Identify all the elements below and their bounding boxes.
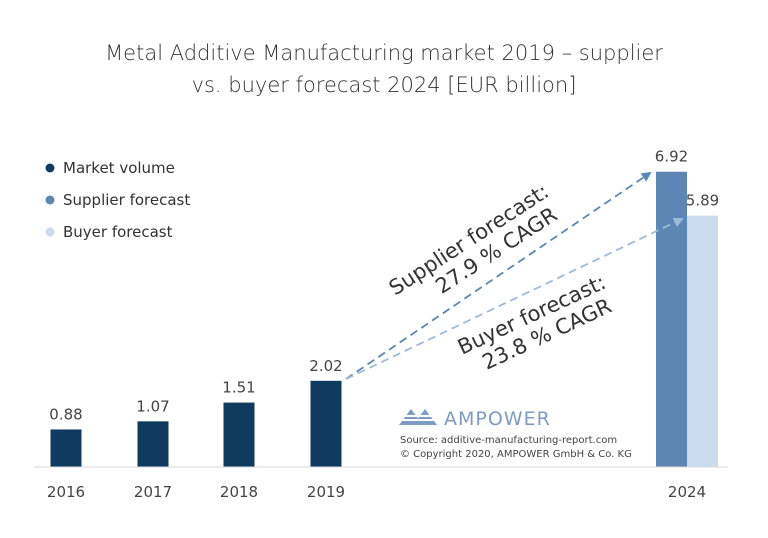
legend-swatch-buyer-forecast (45, 227, 55, 237)
bar-market-volume-2017 (137, 421, 169, 467)
legend-label-supplier-forecast: Supplier forecast (63, 191, 190, 209)
legend-label-market-volume: Market volume (63, 159, 175, 177)
value-label-supplier-forecast-2024: 6.92 (655, 148, 688, 166)
x-tick-label-2019: 2019 (307, 483, 345, 501)
legend-swatch-market-volume (45, 163, 55, 173)
bar-market-volume-2018 (223, 402, 255, 467)
brand-name: AMPOWER (444, 408, 551, 430)
value-labels-group: 0.88 1.07 1.51 2.02 6.92 5.89 (49, 148, 719, 424)
bar-market-volume-2016 (50, 429, 82, 467)
buyer-annotation: Buyer forecast: 23.8 % CAGR (454, 270, 615, 375)
bar-buyer-forecast-2024 (687, 215, 718, 467)
bars-group (50, 171, 718, 467)
ampower-logo-icon (399, 409, 437, 425)
x-tick-label-2024: 2024 (668, 483, 706, 501)
x-tick-label-2017: 2017 (134, 483, 172, 501)
value-label-market-volume-2019: 2.02 (309, 357, 342, 375)
legend-swatch-supplier-forecast (45, 195, 55, 205)
chart-title-line-2: vs. buyer forecast 2024 [EUR billion] (192, 73, 577, 97)
x-tick-label-2018: 2018 (220, 483, 258, 501)
bar-supplier-forecast-2024 (656, 171, 687, 467)
x-tick-labels-group: 2016 2017 2018 2019 2024 (47, 483, 706, 501)
x-tick-label-2016: 2016 (47, 483, 85, 501)
legend: Market volume Supplier forecast Buyer fo… (45, 159, 190, 241)
source-text: Source: additive-manufacturing-report.co… (400, 435, 617, 446)
copyright-text: © Copyright 2020, AMPOWER GmbH & Co. KG (400, 449, 632, 460)
buyer-forecast-arrow (345, 217, 684, 380)
supplier-forecast-arrow (345, 171, 652, 380)
legend-label-buyer-forecast: Buyer forecast (63, 223, 173, 241)
value-label-market-volume-2016: 0.88 (49, 405, 82, 423)
chart-title-line-1: Metal Additive Manufacturing market 2019… (105, 41, 663, 65)
bar-market-volume-2019 (310, 380, 342, 467)
value-label-market-volume-2018: 1.51 (222, 379, 255, 397)
value-label-market-volume-2017: 1.07 (136, 397, 169, 415)
value-label-buyer-forecast-2024: 5.89 (686, 192, 719, 210)
